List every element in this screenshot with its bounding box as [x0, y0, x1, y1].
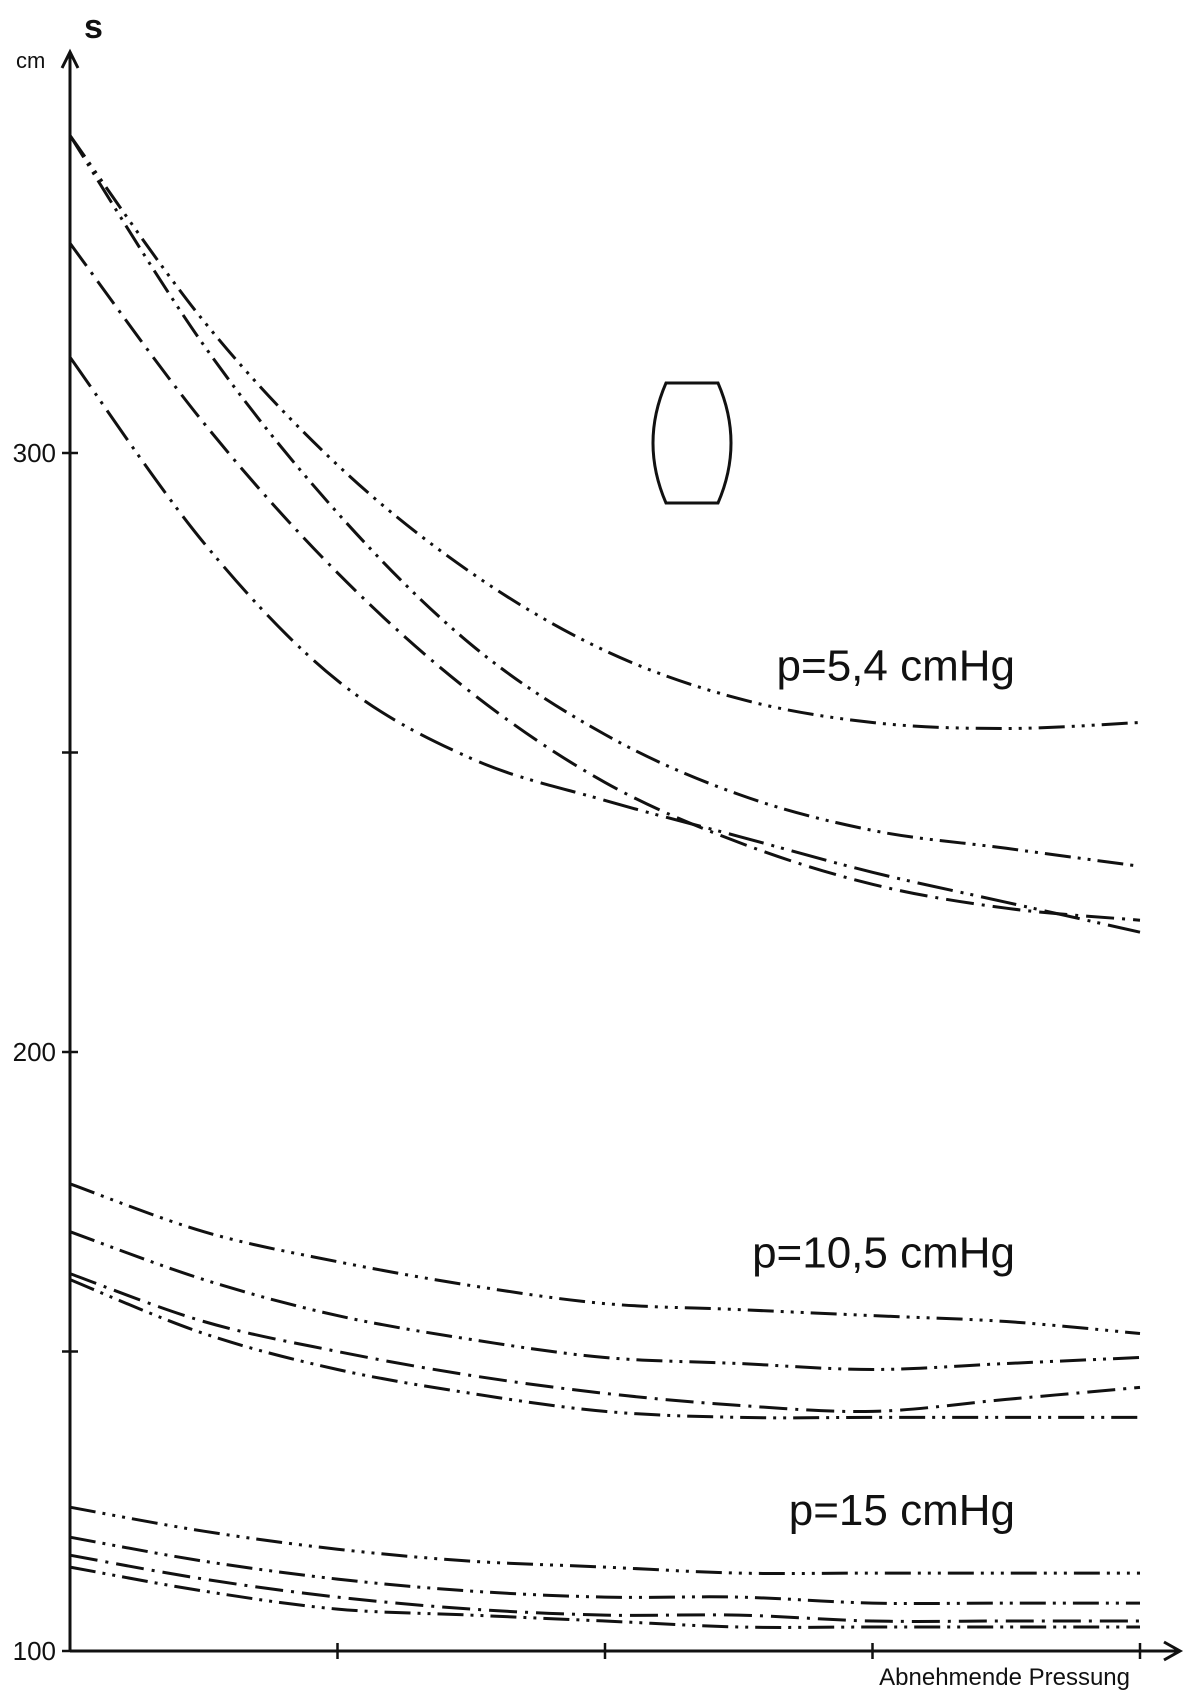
- series-line-group1-3: [68, 242, 1141, 922]
- y-tick-label: 200: [13, 1037, 56, 1067]
- series-line-group2-3: [69, 1272, 1141, 1414]
- series-line-group2-2: [69, 1230, 1141, 1372]
- series-line-group3-3: [69, 1553, 1140, 1623]
- group-label: p=10,5 cmHg: [752, 1229, 1015, 1278]
- y-axis-arrow: [60, 48, 80, 69]
- x-ticks: [336, 1643, 1142, 1659]
- lens-shape-icon: [651, 381, 733, 505]
- series-line-group2-4: [69, 1278, 1140, 1420]
- y-axis-unit: cm: [16, 48, 45, 73]
- series-line-group3-1: [69, 1505, 1140, 1576]
- y-ticks: 100 200 300: [13, 438, 78, 1666]
- group-label: p=5,4 cmHg: [777, 642, 1015, 691]
- group-label: p=15 cmHg: [789, 1486, 1015, 1535]
- series-layer: [68, 134, 1141, 1629]
- x-axis-arrow: [1163, 1640, 1184, 1662]
- x-axis-label: Abnehmende Pressung: [879, 1664, 1130, 1691]
- y-axis-symbol: s: [84, 8, 103, 46]
- series-line-group1-1: [68, 134, 1141, 731]
- series-line-group3-4: [69, 1565, 1140, 1629]
- group-labels: p=5,4 cmHg p=10,5 cmHg p=15 cmHg: [752, 642, 1015, 1536]
- y-tick-label: 300: [13, 438, 56, 468]
- series-line-group3-2: [69, 1535, 1140, 1606]
- y-tick-label: 100: [13, 1636, 56, 1666]
- series-line-group1-4: [68, 356, 1141, 934]
- series-line-group1-2: [68, 134, 1141, 868]
